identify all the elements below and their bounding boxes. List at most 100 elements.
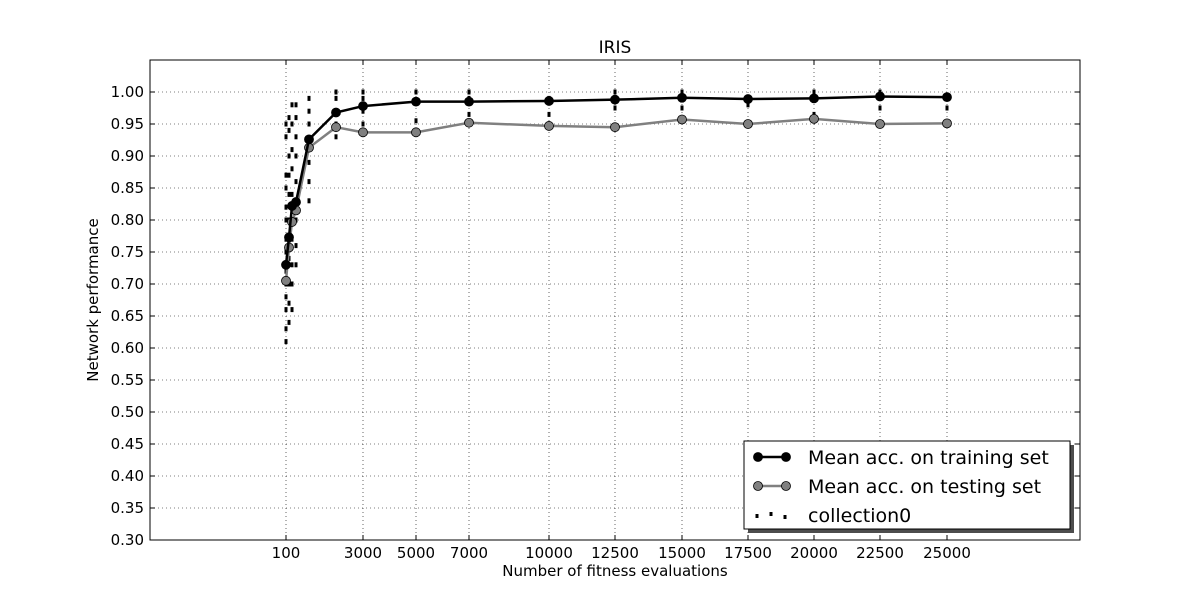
training-point [942, 92, 952, 103]
collection0-point [467, 89, 471, 95]
collection0-point [287, 191, 291, 197]
collection0-point [467, 111, 471, 117]
collection0-point [746, 102, 750, 108]
collection0-point [812, 89, 816, 95]
collection0-point [613, 105, 617, 111]
collection0-point [290, 147, 294, 153]
x-tick-label: 3000 [344, 544, 382, 562]
x-tick-label: 7000 [450, 544, 488, 562]
collection0-point [547, 111, 551, 117]
y-tick-label: 0.75 [111, 243, 144, 261]
y-tick-label: 0.90 [111, 147, 144, 165]
x-tick-label: 17500 [724, 544, 772, 562]
testing-point [610, 122, 620, 133]
chart-title: IRIS [599, 38, 632, 58]
x-tick-label: 100 [272, 544, 301, 562]
collection0-point [287, 153, 291, 159]
testing-point [544, 121, 554, 131]
testing-point [743, 119, 753, 129]
legend-sample-testing-marker [753, 481, 763, 491]
collection0-point [294, 102, 298, 108]
series-layer [281, 89, 952, 345]
y-tick-label: 0.65 [111, 307, 144, 325]
collection0-point [307, 179, 311, 185]
testing-series-line [284, 117, 948, 281]
collection0-point [307, 108, 311, 114]
legend-sample-collection [769, 512, 773, 516]
training-point [304, 134, 314, 145]
collection0-point [290, 121, 294, 127]
legend-sample-collection [755, 514, 759, 518]
y-tick-label: 0.45 [111, 435, 144, 453]
training-point [291, 197, 301, 207]
collection0-point [287, 300, 291, 306]
collection0-point [290, 262, 294, 268]
y-tick-label: 0.95 [111, 115, 144, 133]
collection0-point [290, 102, 294, 108]
collection0-point [334, 95, 338, 101]
collection0-point [284, 339, 288, 345]
training-point [464, 96, 474, 107]
collection0-point [680, 105, 684, 111]
training-point [281, 259, 291, 270]
collection0-point [284, 217, 288, 223]
collection0-point [361, 121, 365, 127]
testing-point [411, 127, 421, 138]
collection0-point [878, 105, 882, 111]
x-tick-label: 10000 [525, 544, 573, 562]
y-tick-label: 0.40 [111, 467, 144, 485]
training-point [331, 107, 341, 118]
collection0-point [284, 185, 288, 191]
collection0-point [680, 89, 684, 95]
collection0-point [287, 127, 291, 133]
collection0-point [307, 198, 311, 204]
collection0-point [294, 262, 298, 268]
legend-sample-training-marker [781, 452, 791, 462]
collection0-point [361, 108, 365, 114]
collection0-point [284, 121, 288, 127]
y-tick-label: 1.00 [111, 83, 144, 101]
collection0-point [294, 153, 298, 159]
collection0-point [945, 105, 949, 111]
testing-point [331, 122, 341, 133]
legend-samples [753, 452, 791, 519]
x-tick-label: 25000 [923, 544, 971, 562]
y-tick-label: 0.85 [111, 179, 144, 197]
ticks: 0.30 0.35 0.40 0.45 0.50 0.55 0.60 0.65 0.70 0.75… [111, 60, 1080, 562]
collection0-point [290, 307, 294, 313]
collection0-point [284, 326, 288, 332]
collection0-point [294, 134, 298, 140]
collection0-point [307, 121, 311, 127]
collection0-point [290, 281, 294, 287]
x-tick-label: 15000 [658, 544, 706, 562]
collection0-point [613, 89, 617, 95]
training-point [358, 101, 368, 111]
collection0-point [361, 89, 365, 95]
testing-point [677, 114, 687, 125]
y-axis-label: Network performance [84, 218, 102, 381]
collection0-point [284, 204, 288, 210]
legend-sample-collection [783, 515, 787, 519]
collection0-point [294, 115, 298, 121]
legend-label-training: Mean acc. on training set [808, 447, 1049, 469]
legend: Mean acc. on training set Mean acc. on t… [743, 440, 1074, 533]
training-point [411, 96, 421, 107]
collection0-point [287, 172, 291, 178]
x-axis-label: Number of fitness evaluations [502, 562, 728, 580]
training-point [677, 92, 687, 103]
collection0-point [284, 172, 288, 178]
training-point [610, 94, 620, 105]
training-point [743, 94, 753, 104]
collection0-point [414, 118, 418, 124]
testing-point [942, 118, 952, 129]
collection0-point [294, 243, 298, 249]
collection0-point [290, 166, 294, 172]
training-point [544, 96, 554, 106]
collection0-point [284, 307, 288, 313]
collection0-point [287, 115, 291, 121]
y-tick-label: 0.60 [111, 339, 144, 357]
y-tick-label: 0.80 [111, 211, 144, 229]
x-tick-label: 20000 [790, 544, 838, 562]
x-tick-label: 5000 [397, 544, 435, 562]
testing-point [281, 275, 291, 286]
